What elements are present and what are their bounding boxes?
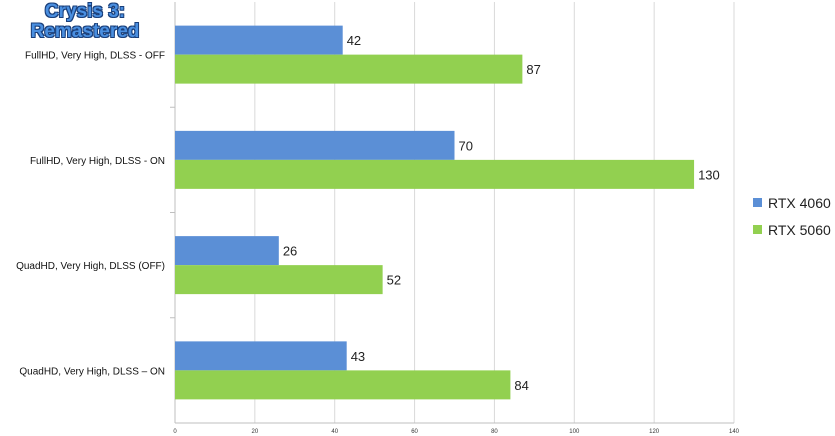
data-label: 26 xyxy=(283,244,297,259)
data-label: 52 xyxy=(387,273,401,288)
chart-title-line-2: Remastered xyxy=(30,21,140,42)
bar xyxy=(175,159,695,189)
chart-title-line-1: Crysis 3: xyxy=(44,1,126,22)
x-tick-label: 80 xyxy=(491,429,498,435)
chart-title: Crysis 3: Remastered xyxy=(10,2,160,42)
legend-label: RTX 4060 xyxy=(768,195,831,211)
x-tick-label: 60 xyxy=(411,429,418,435)
category-label: QuadHD, Very High, DLSS (OFF) xyxy=(16,261,165,272)
x-tick-label: 40 xyxy=(331,429,338,435)
x-tick-label: 0 xyxy=(173,429,177,435)
category-label: QuadHD, Very High, DLSS – ON xyxy=(19,366,165,377)
legend-swatch xyxy=(753,225,762,234)
bar xyxy=(175,265,383,295)
data-label: 42 xyxy=(347,33,361,48)
data-label: 84 xyxy=(514,378,528,393)
category-label: FullHD, Very High, DLSS - ON xyxy=(30,156,165,167)
bar xyxy=(175,25,343,55)
bar xyxy=(175,54,523,84)
bar xyxy=(175,236,279,266)
x-tick-label: 140 xyxy=(729,429,740,435)
data-label: 130 xyxy=(698,167,720,182)
x-tick-label: 120 xyxy=(649,429,660,435)
x-tick-label: 100 xyxy=(569,429,580,435)
bar xyxy=(175,341,347,371)
legend-swatch xyxy=(753,198,762,207)
data-label: 43 xyxy=(351,349,365,364)
bar xyxy=(175,370,511,400)
x-tick-label: 20 xyxy=(252,429,259,435)
bar xyxy=(175,130,455,160)
data-label: 70 xyxy=(459,138,473,153)
data-label: 87 xyxy=(526,62,540,77)
legend-label: RTX 5060 xyxy=(768,222,831,238)
category-label: FullHD, Very High, DLSS - OFF xyxy=(25,51,165,62)
